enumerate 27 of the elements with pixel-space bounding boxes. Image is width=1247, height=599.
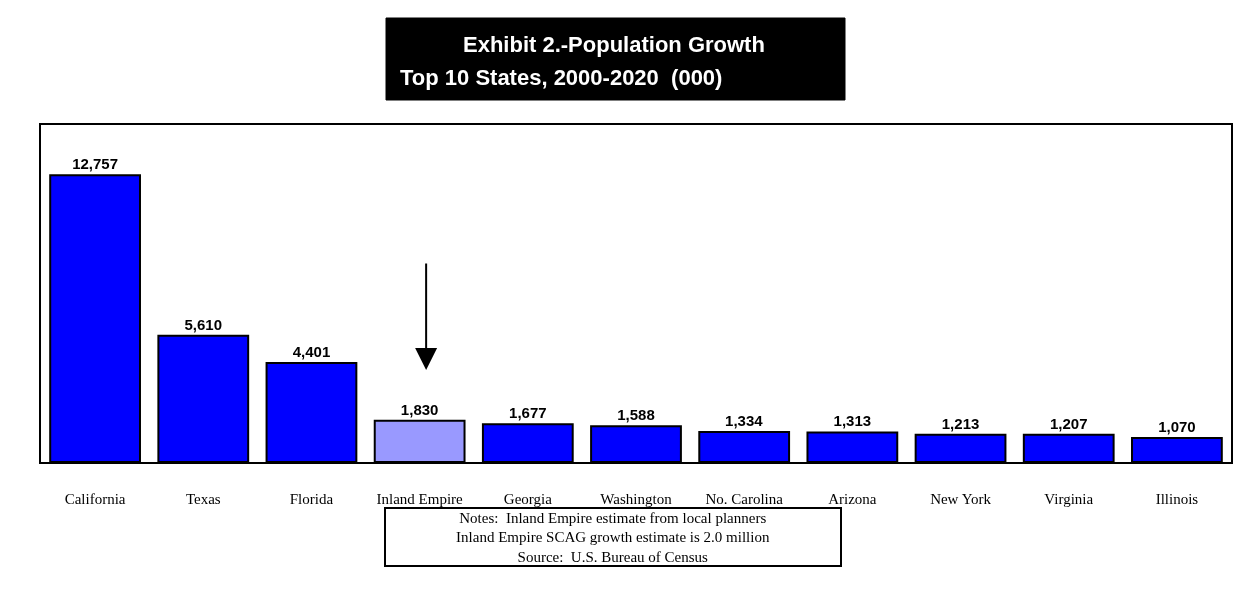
data-label: 1,334 [725, 412, 764, 430]
x-tick-label: Virginia [1044, 491, 1094, 507]
text: Inland Empire SCAG growth estimate is 2.0 million [456, 529, 770, 545]
data-label: 1,207 [1049, 414, 1088, 432]
x-tick-label: No. Carolina [705, 491, 784, 507]
data-label: 1,313 [833, 412, 872, 430]
data-label: 12,757 [72, 155, 119, 173]
data-label: 1,588 [617, 406, 655, 424]
data-label: 4,401 [292, 343, 331, 361]
x-tick-label: Arizona [828, 491, 877, 507]
chart-subtitle: Top 10 States, 2000-2020 (000) [400, 65, 723, 90]
x-tick-label: California [64, 491, 126, 507]
x-tick-label: Texas [185, 491, 221, 507]
data-label: 1,830 [400, 400, 439, 418]
x-tick-label: Washington [600, 491, 673, 507]
source-note: Source: U.S. Bureau of Census [517, 548, 709, 565]
x-tick-label: Illinois [1155, 491, 1199, 507]
x-tick-label: New York [930, 491, 992, 507]
text: Notes: Inland Empire estimate from local planners [459, 509, 767, 526]
data-label: 1,677 [509, 404, 547, 422]
x-tick-label: Florida [289, 491, 334, 507]
chart-title: Exhibit 2.-Population Growth [463, 32, 765, 57]
x-tick-label: Inland Empire [376, 491, 464, 507]
x-tick-label: Georgia [503, 491, 553, 507]
data-label: 1,070 [1158, 417, 1196, 435]
data-label: 1,213 [941, 414, 980, 432]
data-label: 5,610 [184, 315, 223, 333]
